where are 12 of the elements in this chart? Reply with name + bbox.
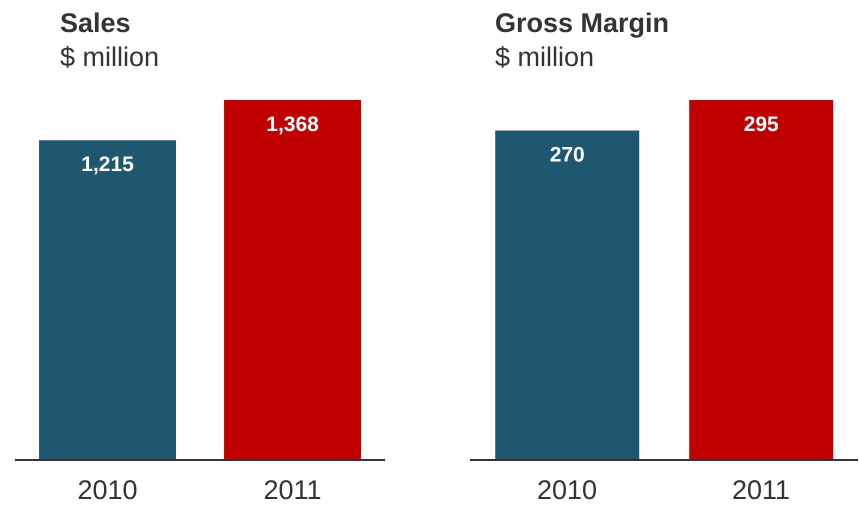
data-label: 295: [744, 112, 780, 136]
data-label: 1,215: [81, 153, 134, 176]
chart-subtitle: $ million: [495, 41, 596, 74]
chart-title: Sales: [60, 7, 132, 40]
chart-title: Gross Margin: [495, 7, 670, 40]
x-tick-label: 2010: [536, 475, 598, 506]
x-tick-label: 2010: [77, 475, 138, 506]
x-tick-label: 2011: [732, 475, 790, 506]
chart-subtitle: $ million: [60, 41, 160, 74]
data-label: 1,368: [266, 112, 320, 136]
x-tick-label: 2011: [263, 475, 322, 506]
data-label: 270: [550, 143, 585, 166]
